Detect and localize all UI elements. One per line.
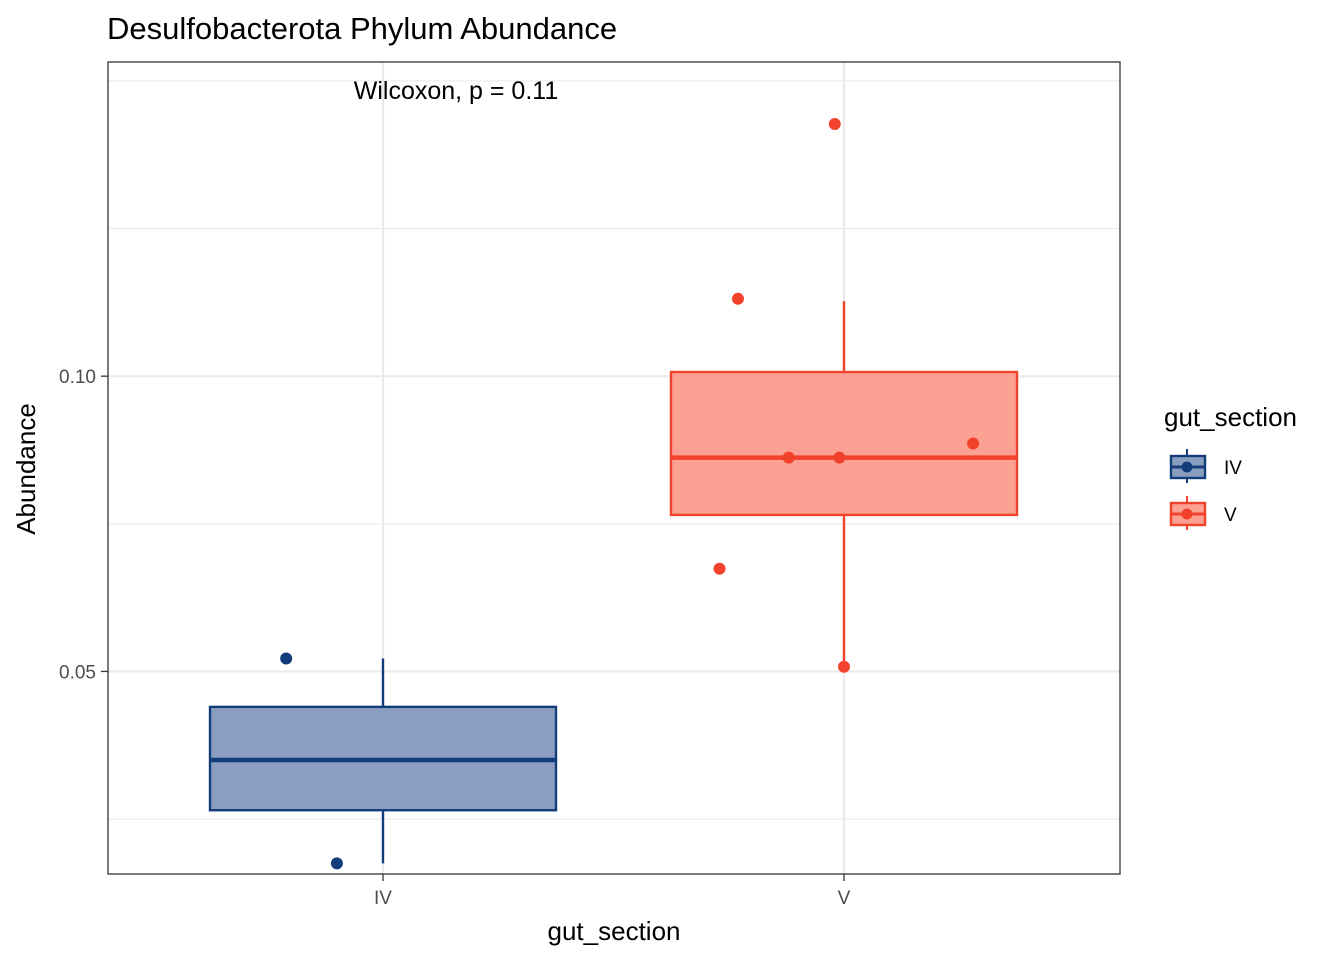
data-point-V: [731, 292, 744, 305]
legend: gut_section IV V: [1164, 402, 1297, 530]
y-tick-label: 0.05: [59, 662, 96, 683]
data-point-V: [838, 660, 850, 673]
chart-title: Desulfobacterota Phylum Abundance: [107, 11, 617, 46]
box-iqr: [669, 370, 1019, 517]
data-point-V: [828, 118, 841, 131]
data-point-V: [713, 562, 726, 575]
boxes: [208, 301, 1019, 864]
x-axis: IV V: [374, 874, 851, 909]
y-tick-label: 0.10: [59, 367, 96, 388]
legend-key-point: [1181, 461, 1193, 473]
y-axis-title: Abundance: [11, 403, 41, 535]
legend-label: IV: [1224, 458, 1242, 479]
x-tick-label: IV: [374, 888, 392, 909]
box-IV: [208, 658, 558, 864]
wilcoxon-annotation: Wilcoxon, p = 0.11: [354, 77, 559, 105]
box-V: [669, 301, 1019, 667]
data-points: [280, 118, 980, 870]
data-point-IV: [330, 857, 343, 870]
x-tick-label: V: [838, 888, 851, 909]
data-point-IV: [280, 652, 293, 665]
legend-key-IV: IV: [1169, 449, 1242, 483]
x-axis-title: gut_section: [548, 916, 681, 946]
data-point-V: [782, 451, 795, 464]
legend-key-V: V: [1169, 496, 1237, 530]
data-point-V: [833, 451, 846, 464]
y-axis: 0.05 0.10: [59, 367, 108, 683]
panel-border: [107, 61, 1121, 875]
legend-key-point: [1181, 508, 1193, 520]
legend-label: V: [1224, 505, 1237, 526]
data-point-V: [967, 437, 980, 450]
legend-title: gut_section: [1164, 402, 1297, 432]
